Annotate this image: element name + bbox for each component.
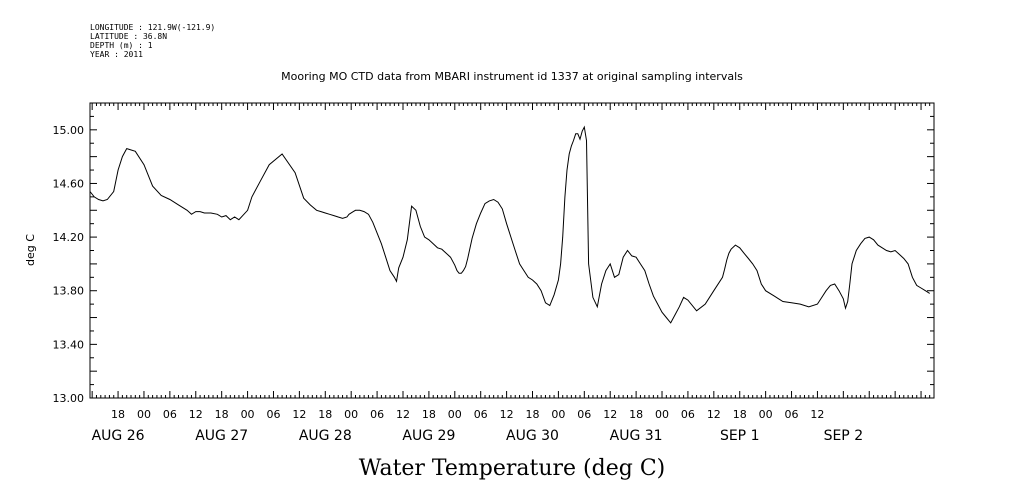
y-tick-label: 13.80 (53, 285, 85, 298)
plot-frame (89, 102, 935, 399)
x-tick-label: 06 (785, 408, 799, 421)
date-labels: AUG 26 AUG 27 AUG 28 AUG 29 AUG 30 AUG 31 SEP … (92, 428, 864, 444)
x-tick-label: 18 (318, 408, 332, 421)
y-tick-label: 15.00 (53, 124, 85, 137)
x-tick-label: 00 (241, 408, 255, 421)
x-tick-label: 00 (759, 408, 773, 421)
x-tick-label: 00 (551, 408, 565, 421)
temperature-series-line (89, 125, 930, 324)
y-tick-label: 14.60 (53, 177, 85, 190)
date-label: AUG 27 (195, 428, 248, 444)
x-tick-label: 18 (526, 408, 540, 421)
x-tick-label: 18 (111, 408, 125, 421)
y-tick-labels: 13.00 13.40 13.80 14.20 14.60 15.00 (53, 124, 85, 405)
metadata-depth: DEPTH (m) : 1 (90, 41, 153, 50)
date-label: AUG 26 (92, 428, 145, 444)
y-tick-label: 14.20 (53, 231, 85, 244)
x-tick-label: 06 (681, 408, 695, 421)
x-tick-label: 12 (189, 408, 203, 421)
x-tick-label: 06 (370, 408, 384, 421)
chart-title: Mooring MO CTD data from MBARI instrumen… (281, 70, 743, 83)
x-tick-labels: 18 00 06 12 18 00 06 12 18 00 06 12 18 00 06 12 18 00 06 12… (111, 408, 824, 421)
x-tick-label: 00 (655, 408, 669, 421)
x-tick-label: 06 (163, 408, 177, 421)
x-axis-title: Water Temperature (deg C) (359, 456, 666, 481)
x-tick-label: 06 (577, 408, 591, 421)
x-tick-label: 12 (292, 408, 306, 421)
y-tick-label: 13.40 (53, 338, 85, 351)
x-tick-label: 12 (396, 408, 410, 421)
date-label: AUG 30 (506, 428, 559, 444)
x-tick-label: 12 (603, 408, 617, 421)
x-tick-label: 18 (629, 408, 643, 421)
x-tick-label: 00 (137, 408, 151, 421)
x-tick-label: 00 (344, 408, 358, 421)
date-label: AUG 28 (299, 428, 352, 444)
x-tick-label: 06 (474, 408, 488, 421)
x-tick-label: 12 (810, 408, 824, 421)
y-tick-label: 13.00 (53, 392, 85, 405)
date-label: AUG 29 (402, 428, 455, 444)
axis-ticks (90, 102, 935, 399)
date-label: SEP 2 (824, 428, 864, 444)
x-tick-label: 18 (215, 408, 229, 421)
x-tick-label: 18 (422, 408, 436, 421)
metadata-longitude: LONGITUDE : 121.9W(-121.9) (90, 23, 215, 32)
x-tick-label: 18 (733, 408, 747, 421)
x-tick-label: 06 (266, 408, 280, 421)
x-tick-label: 12 (500, 408, 514, 421)
y-axis-label: deg C (24, 234, 37, 266)
x-tick-label: 12 (707, 408, 721, 421)
x-tick-label: 00 (448, 408, 462, 421)
date-label: AUG 31 (610, 428, 663, 444)
date-label: SEP 1 (720, 428, 760, 444)
metadata-latitude: LATITUDE : 36.8N (90, 32, 167, 41)
metadata-year: YEAR : 2011 (90, 50, 143, 59)
